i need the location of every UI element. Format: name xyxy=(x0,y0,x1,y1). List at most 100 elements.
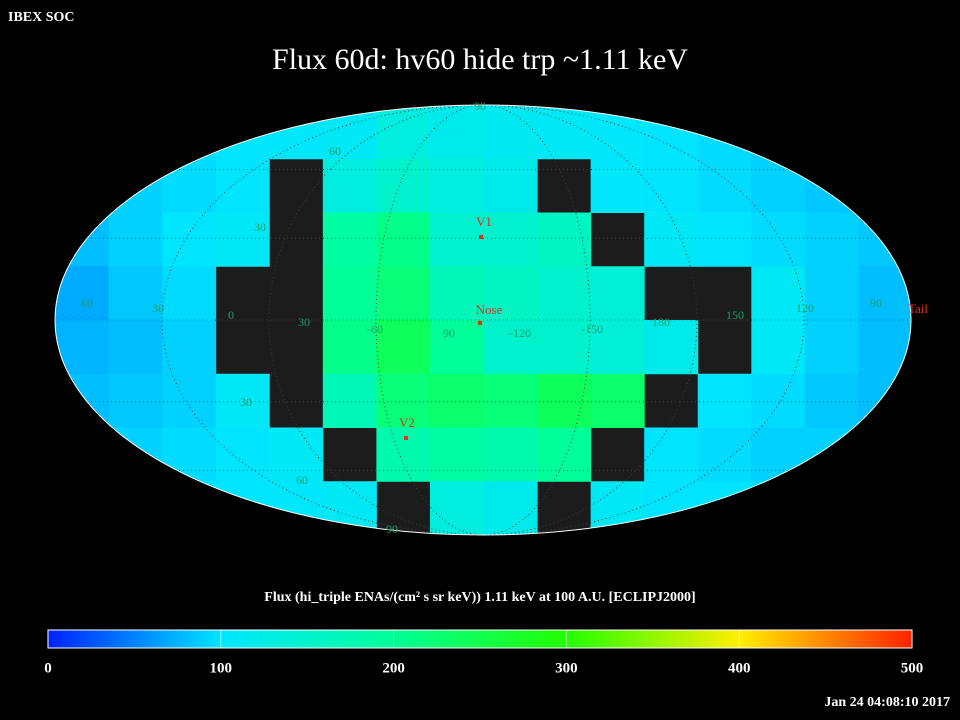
flux-cell xyxy=(429,481,484,535)
flux-cell xyxy=(215,481,270,535)
flux-cell xyxy=(429,212,484,267)
flux-cell xyxy=(697,373,752,428)
marker-label: V2 xyxy=(399,415,415,430)
flux-cell xyxy=(537,105,592,160)
flux-cell xyxy=(751,373,806,428)
flux-cell xyxy=(858,373,911,428)
flux-cell xyxy=(483,427,538,482)
meridian xyxy=(268,105,698,535)
colorbar-tick-label: 500 xyxy=(901,660,924,676)
flux-cell xyxy=(858,320,911,375)
marker-label: Nose xyxy=(476,302,503,317)
flux-cell xyxy=(483,320,538,375)
grid-label: 90 xyxy=(386,522,398,536)
colorbar-label: Flux (hi_triple ENAs/(cm² s sr keV)) 1.1… xyxy=(264,590,695,605)
colorbar-tick-label: 400 xyxy=(728,660,751,676)
flux-cell xyxy=(429,158,484,213)
flux-cell xyxy=(108,266,163,321)
grid-label: 120 xyxy=(796,301,814,315)
marker-dot xyxy=(404,436,408,440)
flux-cell xyxy=(804,320,859,375)
flux-cell xyxy=(376,266,431,321)
flux-cell xyxy=(483,212,538,267)
flux-cell xyxy=(215,212,270,267)
flux-cell xyxy=(322,266,377,321)
grid-label: 30 xyxy=(152,301,164,315)
flux-cell xyxy=(376,212,431,267)
marker-dot xyxy=(479,235,483,239)
flux-cell xyxy=(483,105,538,160)
flux-cell xyxy=(376,320,431,375)
grid-label: 60 xyxy=(296,473,308,487)
flux-cell xyxy=(804,266,859,321)
flux-cell xyxy=(162,158,217,213)
flux-cell xyxy=(162,105,217,160)
graticule xyxy=(55,105,911,535)
flux-cell xyxy=(644,212,699,267)
flux-cell xyxy=(376,373,431,428)
grid-label: 150 xyxy=(726,308,744,322)
flux-cell xyxy=(162,320,217,375)
colorbar-tick-label: 300 xyxy=(555,660,578,676)
flux-cell xyxy=(55,158,110,213)
flux-cell xyxy=(483,373,538,428)
colorbar-tick-label: 200 xyxy=(382,660,405,676)
flux-cell xyxy=(804,427,859,482)
flux-cell xyxy=(162,427,217,482)
flux-cell xyxy=(55,320,110,375)
flux-cell xyxy=(751,266,806,321)
flux-cell xyxy=(751,105,806,160)
flux-cell xyxy=(804,373,859,428)
flux-cell xyxy=(697,481,752,535)
flux-cell xyxy=(858,105,911,160)
grid-label: -60 xyxy=(367,322,383,336)
flux-cell xyxy=(858,212,911,267)
flux-cell xyxy=(858,481,911,535)
grid-label: 90 xyxy=(443,326,455,340)
flux-cell xyxy=(162,481,217,535)
flux-cell xyxy=(162,373,217,428)
flux-cell xyxy=(215,158,270,213)
flux-cell xyxy=(108,373,163,428)
flux-cell xyxy=(804,105,859,160)
flux-cell xyxy=(697,212,752,267)
grid-label: 60 xyxy=(81,296,93,310)
flux-cell xyxy=(322,212,377,267)
grid-label: 30 xyxy=(240,395,252,409)
colorbar xyxy=(47,629,913,649)
flux-cell xyxy=(590,266,645,321)
flux-cell xyxy=(55,266,110,321)
flux-cell xyxy=(858,266,911,321)
map-border xyxy=(54,104,912,536)
flux-cell xyxy=(537,212,592,267)
flux-cell xyxy=(108,427,163,482)
flux-cell xyxy=(644,320,699,375)
flux-cell xyxy=(537,427,592,482)
flux-cell xyxy=(590,158,645,213)
flux-cell xyxy=(215,105,270,160)
grid-label: 30 xyxy=(298,315,310,329)
flux-cell xyxy=(55,105,110,160)
flux-cell xyxy=(429,266,484,321)
flux-cell xyxy=(55,427,110,482)
flux-cell xyxy=(483,266,538,321)
flux-cell xyxy=(269,105,324,160)
grid-label: 90 xyxy=(474,99,486,113)
flux-cell xyxy=(483,481,538,535)
timestamp: Jan 24 04:08:10 2017 xyxy=(824,695,950,710)
flux-cell xyxy=(537,373,592,428)
flux-cell xyxy=(376,427,431,482)
organization: IBEX SOC xyxy=(8,10,75,25)
flux-cell xyxy=(429,105,484,160)
marker-label: Tail xyxy=(908,301,928,316)
flux-cell xyxy=(751,212,806,267)
flux-cell xyxy=(108,481,163,535)
flux-cell xyxy=(751,481,806,535)
marker-dot xyxy=(478,321,482,325)
flux-cell xyxy=(108,212,163,267)
flux-cell xyxy=(751,158,806,213)
flux-cell xyxy=(697,158,752,213)
grid-label: 60 xyxy=(329,144,341,158)
flux-cell xyxy=(590,373,645,428)
